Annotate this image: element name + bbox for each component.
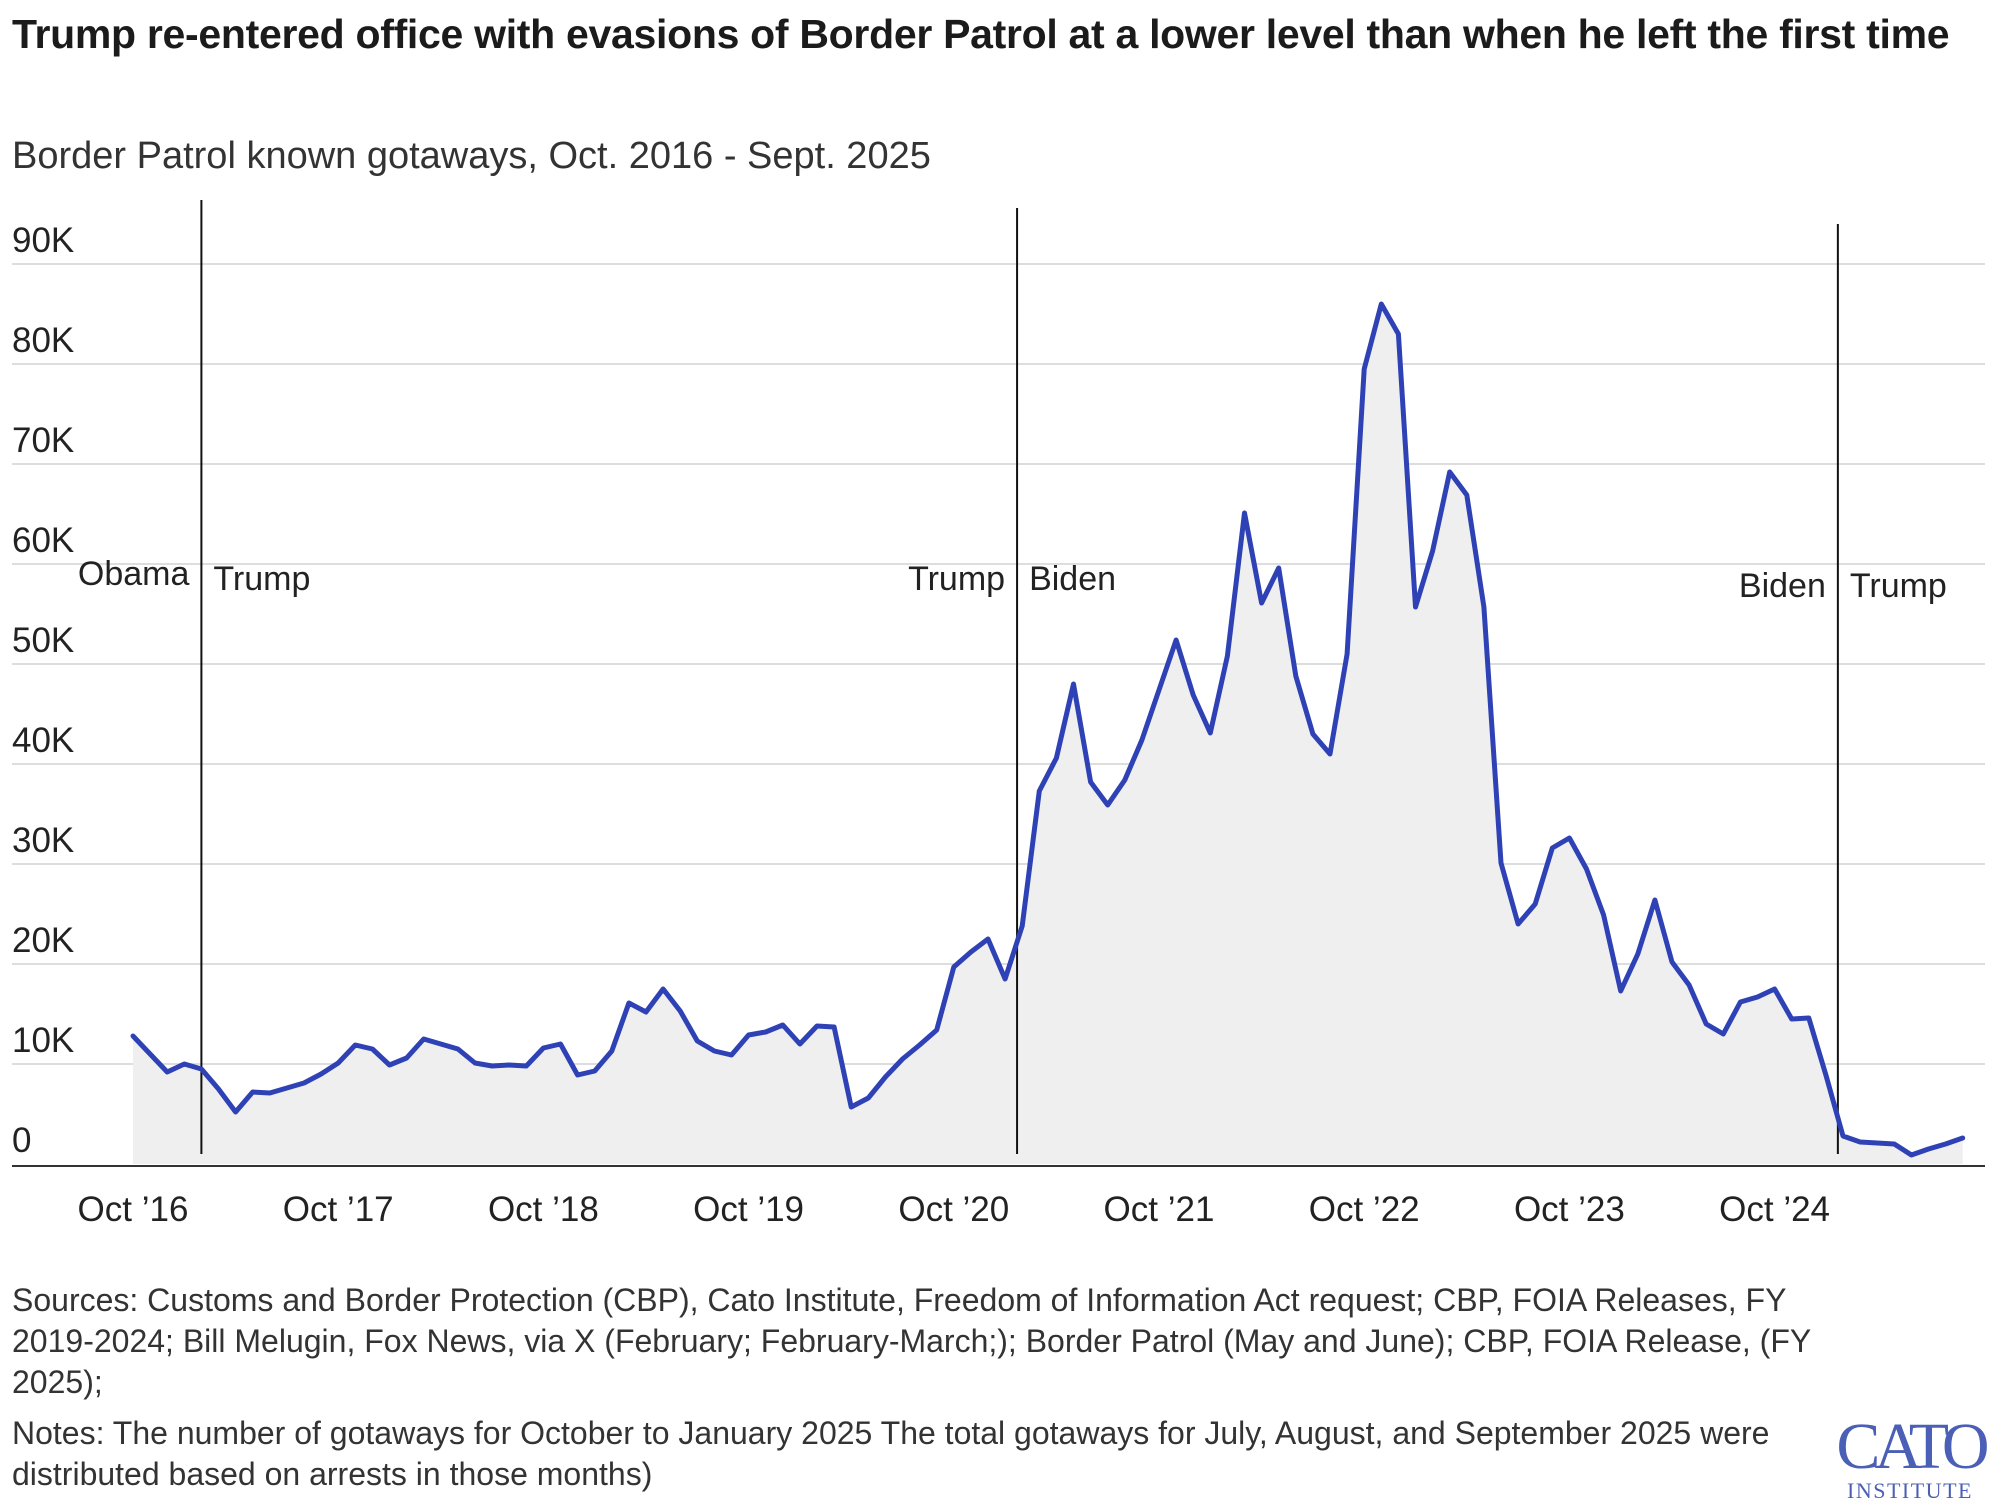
x-tick-label: Oct ’24 [1719, 1190, 1830, 1229]
chart-title: Trump re-entered office with evasions of… [12, 11, 1950, 57]
annotation-label-right: Biden [1029, 560, 1116, 598]
administration-annotations: Obama Trump Trump Biden Biden Trump [78, 200, 1947, 1154]
y-tick-label: 10K [12, 1021, 74, 1060]
x-tick-label: Oct ’22 [1309, 1190, 1420, 1229]
gotaways-area-fill [133, 304, 1963, 1164]
logo-wordmark: CATO [1836, 1410, 1986, 1483]
y-tick-label: 80K [12, 321, 74, 360]
gotaways-line-chart: 0 10K 20K 30K 40K 50K 60K 70K 80K 90K Obama Trump T… [12, 200, 1985, 1229]
x-axis-tick-labels: Oct ’16 Oct ’17 Oct ’18 Oct ’19 Oct ’20 Oct ’… [78, 1190, 1830, 1229]
x-tick-label: Oct ’16 [78, 1190, 189, 1229]
y-tick-label: 70K [12, 421, 74, 460]
y-tick-label: 50K [12, 621, 74, 660]
annotation-label-left: Biden [1739, 567, 1826, 605]
logo-subtext: INSTITUTE [1847, 1478, 1973, 1503]
annotation-label-left: Obama [78, 555, 190, 593]
x-tick-label: Oct ’19 [693, 1190, 804, 1229]
y-axis-tick-labels: 0 10K 20K 30K 40K 50K 60K 70K 80K 90K [12, 221, 74, 1160]
y-tick-label: 60K [12, 521, 74, 560]
notes-text: Notes: The number of gotaways for Octobe… [12, 1415, 1770, 1492]
y-tick-label: 20K [12, 921, 74, 960]
x-tick-label: Oct ’20 [898, 1190, 1009, 1229]
y-tick-label: 90K [12, 221, 74, 260]
y-tick-label: 40K [12, 721, 74, 760]
cato-institute-logo: CATO INSTITUTE [1836, 1410, 1992, 1503]
y-tick-label: 0 [12, 1121, 31, 1160]
y-gridlines [12, 263, 1985, 1065]
x-tick-label: Oct ’21 [1104, 1190, 1215, 1229]
annotation-label-right: Trump [1850, 567, 1947, 605]
annotation-label-left: Trump [908, 560, 1005, 598]
x-tick-label: Oct ’18 [488, 1190, 599, 1229]
x-tick-label: Oct ’23 [1514, 1190, 1625, 1229]
sources-note: Sources: Customs and Border Protection (… [12, 1282, 1811, 1400]
annotation-label-right: Trump [213, 560, 310, 598]
chart-subtitle: Border Patrol known gotaways, Oct. 2016 … [12, 135, 931, 177]
y-tick-label: 30K [12, 821, 74, 860]
gotaways-series-line [130, 301, 1966, 1158]
x-tick-label: Oct ’17 [283, 1190, 394, 1229]
